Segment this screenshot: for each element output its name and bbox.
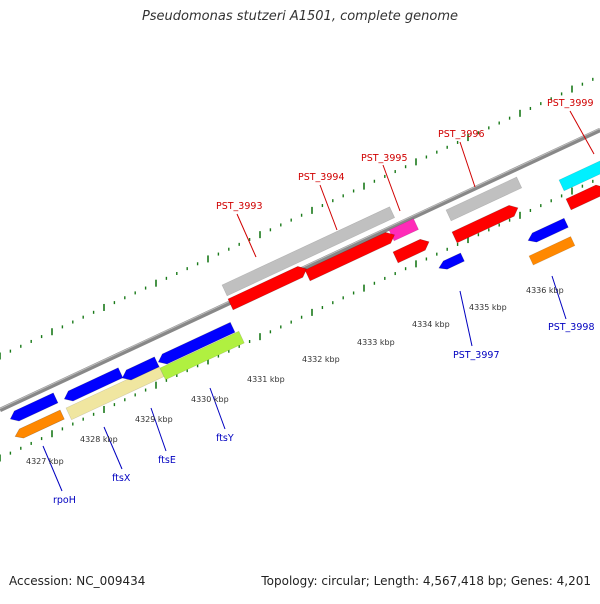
pst-3994-arrow (304, 232, 395, 282)
gene-label-reverse[interactable]: ftsY (216, 433, 234, 444)
tick-label: 4333 kbp (357, 338, 395, 347)
gene-leader-line (236, 213, 257, 258)
gene-leader-line (459, 290, 473, 347)
fts-y-arrow (157, 321, 236, 365)
pst-3995-arrow (392, 238, 430, 264)
gene-leader-line (319, 184, 338, 231)
pst-3998-arrow (527, 217, 569, 243)
tick-rows (0, 77, 594, 462)
tick-label: 4328 kbp (80, 435, 118, 444)
tick-label: 4336 kbp (526, 286, 564, 295)
fts-x-block (65, 364, 165, 421)
tick-label: 4329 kbp (135, 415, 173, 424)
pst-3997-arrow (438, 252, 465, 270)
gene-leader-line (459, 141, 476, 188)
pst-3993-arrow (227, 266, 308, 311)
gene-label-reverse[interactable]: PST_3997 (453, 350, 500, 361)
gene-label-forward[interactable]: PST_3993 (216, 201, 263, 212)
feature-blocks (65, 160, 600, 421)
gene-leader-line (209, 387, 226, 430)
pst-3999-block (558, 160, 600, 192)
tick-label: 4334 kbp (412, 320, 450, 329)
tick-label: 4332 kbp (302, 355, 340, 364)
fts-x-arrow (63, 367, 124, 402)
pst-3998-orange-block (528, 236, 576, 266)
rpoh-arrow (9, 392, 59, 422)
gene-label-forward[interactable]: PST_3996 (438, 129, 485, 140)
gene-label-reverse[interactable]: ftsX (112, 473, 131, 484)
tick-label: 4331 kbp (247, 375, 285, 384)
gene-leader-line (382, 164, 401, 212)
gene-label-reverse[interactable]: PST_3998 (548, 322, 595, 333)
gene-label-reverse[interactable]: rpoH (53, 495, 76, 506)
tick-label: 4335 kbp (469, 303, 507, 312)
gene-label-forward[interactable]: PST_3995 (361, 153, 408, 164)
gene-label-reverse[interactable]: ftsE (158, 455, 176, 466)
gene-label-forward[interactable]: PST_3999 (547, 98, 594, 109)
fts-e-arrow (121, 356, 160, 381)
gene-leader-line (551, 275, 567, 320)
gene-leader-line (150, 407, 167, 452)
gene-leader-line (103, 426, 123, 470)
genome-summary-text: Topology: circular; Length: 4,567,418 bp… (261, 574, 591, 588)
pst-3994-block (221, 206, 396, 297)
map-title: Pseudomonas stutzeri A1501, complete gen… (141, 9, 459, 24)
pst-3996-arrow (451, 205, 519, 244)
tick-label: 4330 kbp (191, 395, 229, 404)
gene-leader-line (569, 110, 595, 155)
fts-y-block (159, 330, 245, 381)
tick-label: 4327 kbp (26, 457, 64, 466)
map-labels: 4327 kbp 4328 kbp 4329 kbp 4330 kbp 4331 kbp… (26, 98, 595, 506)
label-leaders (42, 110, 595, 492)
accession-text: Accession: NC_009434 (9, 574, 146, 588)
rpoh-orange-block (14, 409, 65, 439)
gene-label-forward[interactable]: PST_3994 (298, 172, 345, 183)
pst-3999-arrow (565, 184, 600, 211)
pst-3996-block (445, 176, 523, 222)
gene-leader-line (42, 445, 63, 492)
gene-arrows (9, 184, 600, 439)
